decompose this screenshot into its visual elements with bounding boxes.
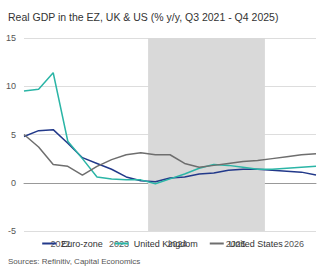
svg-text:United Kingdom: United Kingdom bbox=[134, 239, 198, 249]
svg-text:15: 15 bbox=[6, 33, 16, 43]
svg-text:Real GDP in the EZ, UK & US (%: Real GDP in the EZ, UK & US (% y/y, Q3 2… bbox=[8, 11, 278, 23]
svg-text:0: 0 bbox=[11, 178, 16, 188]
svg-text:10: 10 bbox=[6, 81, 16, 91]
svg-text:Sources: Refinitiv, Capital Ec: Sources: Refinitiv, Capital Economics bbox=[8, 257, 140, 266]
svg-text:United States: United States bbox=[229, 239, 284, 249]
svg-text:2026: 2026 bbox=[284, 239, 304, 249]
svg-text:2023: 2023 bbox=[109, 239, 129, 249]
svg-text:5: 5 bbox=[11, 130, 16, 140]
svg-text:Euro-zone: Euro-zone bbox=[61, 239, 103, 249]
svg-text:-5: -5 bbox=[8, 226, 16, 236]
